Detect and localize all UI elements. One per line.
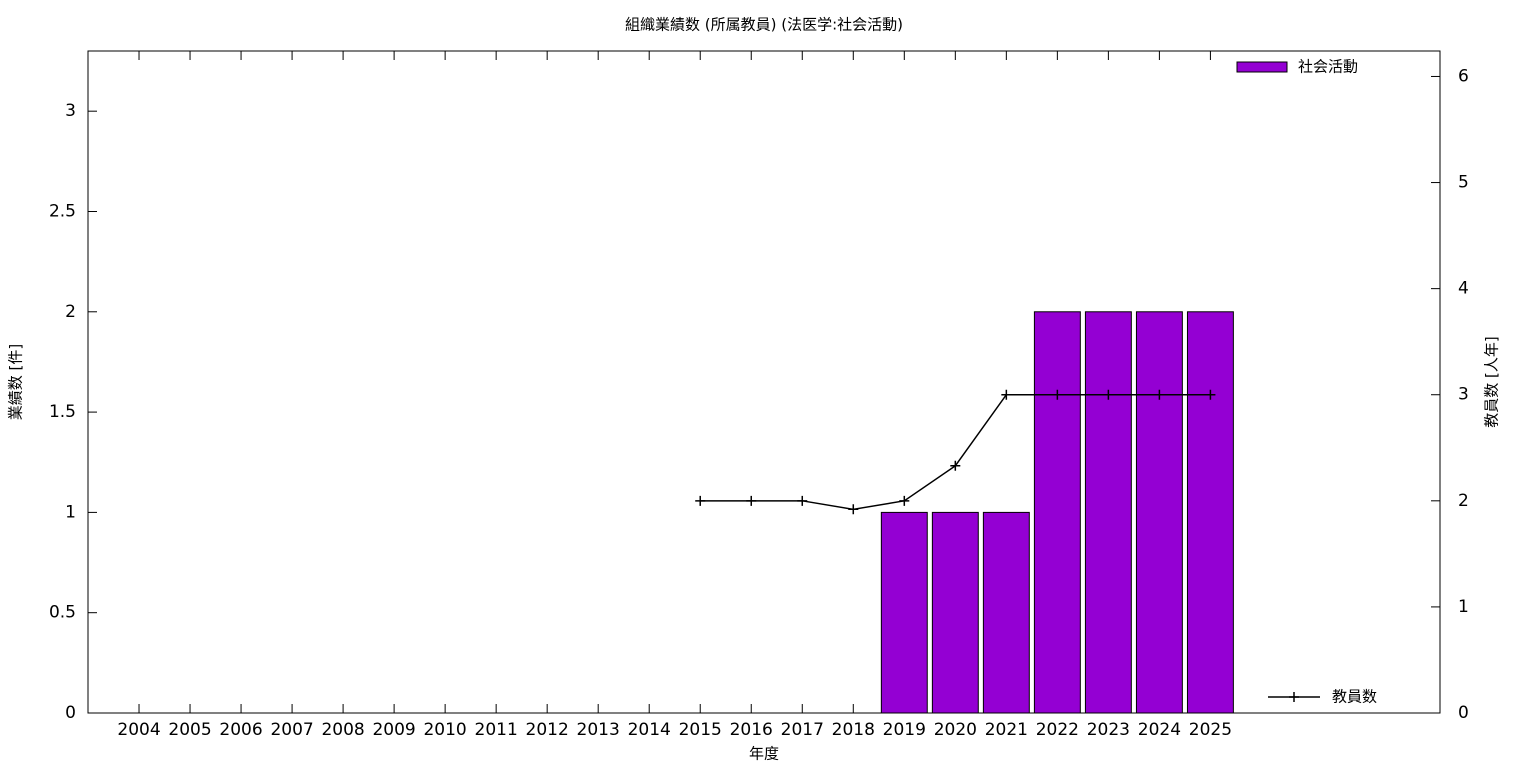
bar [1033,311,1081,714]
y2-tick-label: 4 [1458,279,1469,299]
marker [797,495,808,506]
y2-tick-label: 6 [1458,66,1469,86]
x-tick-label: 2025 [1189,720,1232,740]
x-tick-label: 2005 [168,720,211,740]
x-tick-label: 2016 [730,720,773,740]
bar [1186,311,1234,714]
x-tick-label: 2013 [577,720,620,740]
bar [1135,311,1183,714]
y-tick-label: 1 [65,502,76,522]
y2-tick-label: 2 [1458,491,1469,511]
marker [695,495,706,506]
x-tick-label: 2009 [372,720,415,740]
x-tick-label: 2004 [117,720,160,740]
legend-swatch [1236,61,1288,73]
x-tick-label: 2008 [321,720,364,740]
legend-label: 社会活動 [1298,58,1358,76]
x-tick-label: 2023 [1087,720,1130,740]
y-tick-label: 2.5 [49,201,76,221]
y2-tick-label: 5 [1458,173,1469,193]
x-tick-label: 2022 [1036,720,1079,740]
legend-marker [1289,692,1299,702]
y2-tick-label: 0 [1458,703,1469,723]
marker [1205,389,1216,400]
x-tick-label: 2011 [475,720,518,740]
legend-label: 教員数 [1332,688,1377,706]
marker [1001,389,1012,400]
plot-frame [87,50,1441,714]
x-tick-label: 2018 [832,720,875,740]
y-tick-label: 0.5 [49,603,76,623]
marker [1052,389,1063,400]
x-tick-label: 2007 [270,720,313,740]
y2-tick-label: 1 [1458,597,1469,617]
x-tick-label: 2020 [934,720,977,740]
x-tick-label: 2024 [1138,720,1181,740]
bar [982,511,1030,714]
y-axis-label: 業績数 [件] [7,344,25,420]
x-tick-label: 2021 [985,720,1028,740]
chart-title: 組織業績数 (所属教員) (法医学:社会活動) [625,16,903,34]
marker [1154,389,1165,400]
bar [931,511,979,714]
bar [1084,311,1132,714]
x-tick-label: 2014 [628,720,671,740]
y-tick-label: 1.5 [49,402,76,422]
y2-tick-label: 3 [1458,385,1469,405]
y-tick-label: 2 [65,302,76,322]
x-tick-label: 2019 [883,720,926,740]
x-tick-label: 2006 [219,720,262,740]
marker [899,495,910,506]
x-tick-label: 2010 [423,720,466,740]
marker [848,504,859,515]
x-tick-label: 2012 [526,720,569,740]
marker [1103,389,1114,400]
x-axis-label: 年度 [749,745,779,763]
x-tick-label: 2015 [679,720,722,740]
y-tick-label: 0 [65,703,76,723]
marker [746,495,757,506]
y2-axis-label: 教員数 [人年] [1483,336,1501,427]
bar [880,511,928,714]
y-tick-label: 3 [65,101,76,121]
x-tick-label: 2017 [781,720,824,740]
marker [950,460,961,471]
